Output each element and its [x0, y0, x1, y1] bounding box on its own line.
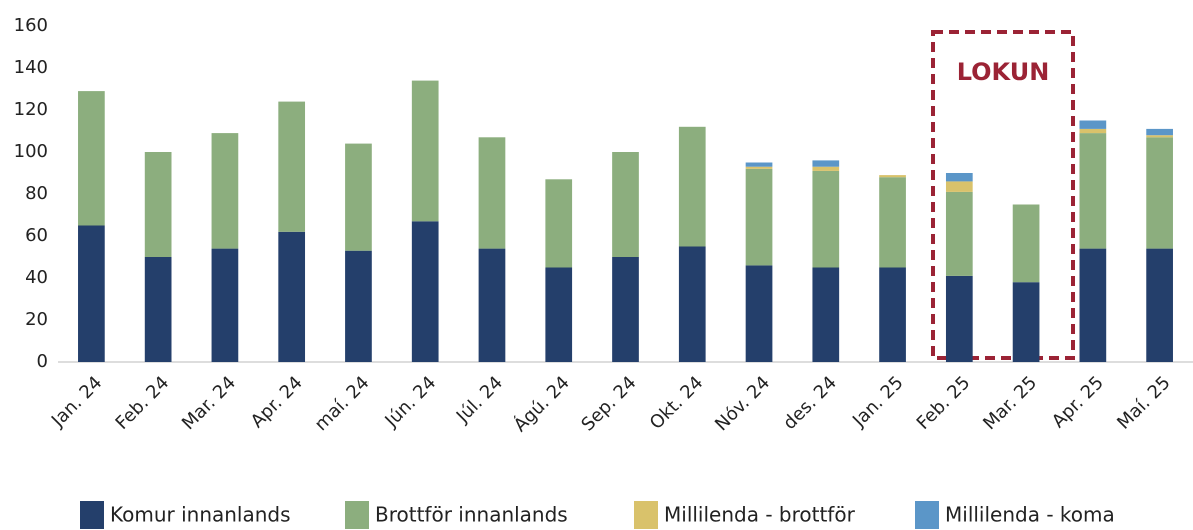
- bar: [144, 257, 172, 362]
- x-tick-label: Jan. 25: [848, 372, 907, 431]
- bar: [144, 152, 172, 257]
- x-tick-label: Okt. 24: [646, 372, 708, 434]
- bar: [411, 221, 439, 362]
- x-tick-label: maí. 24: [311, 372, 374, 435]
- annotation-box: [931, 30, 1075, 360]
- bar: [1146, 248, 1173, 362]
- bar: [678, 246, 706, 362]
- bar: [1079, 248, 1107, 362]
- bar: [812, 160, 840, 167]
- bar: [1146, 128, 1173, 136]
- legend-swatch: [915, 501, 939, 529]
- legend-swatch: [80, 501, 104, 529]
- bar: [745, 166, 773, 169]
- bar: [545, 179, 573, 268]
- bar: [945, 181, 973, 192]
- x-tick-label: Nóv. 24: [711, 372, 774, 435]
- bar: [945, 191, 973, 276]
- bar: [1079, 133, 1107, 249]
- x-tick-label: des. 24: [779, 372, 841, 434]
- bar: [278, 101, 306, 232]
- annotation: LOKUN: [957, 58, 1050, 86]
- x-tick-label: Maí. 25: [1113, 372, 1174, 433]
- y-tick-label: 100: [14, 141, 48, 162]
- x-tick-label: Apr. 24: [247, 372, 307, 432]
- legend-swatch: [634, 501, 658, 529]
- y-tick-label: 120: [14, 99, 48, 120]
- bar: [745, 265, 773, 362]
- bar: [945, 275, 973, 362]
- y-tick-label: 40: [25, 267, 48, 288]
- bar: [1079, 128, 1107, 134]
- bar: [411, 80, 439, 222]
- y-tick-label: 60: [25, 225, 48, 246]
- bar: [1012, 282, 1040, 362]
- y-tick-label: 160: [14, 15, 48, 36]
- legend-swatch: [345, 501, 369, 529]
- bar: [545, 267, 573, 362]
- bar: [945, 173, 973, 182]
- bar: [1012, 204, 1040, 283]
- bar: [812, 170, 840, 268]
- x-tick-label: Jan. 24: [47, 372, 106, 431]
- bar: [211, 248, 239, 362]
- bar: [345, 143, 372, 251]
- x-tick-label: Sep. 24: [577, 372, 640, 435]
- x-tick-label: Mar. 24: [178, 372, 240, 434]
- legend-label: Millilenda - brottför: [664, 503, 856, 527]
- bar: [278, 231, 306, 362]
- bar: [879, 177, 906, 268]
- bar: [1146, 135, 1173, 138]
- x-tick-label: Apr. 25: [1048, 372, 1108, 432]
- bar: [745, 162, 773, 167]
- bar: [612, 152, 639, 257]
- bar: [78, 225, 105, 362]
- x-tick-label: Jún. 24: [381, 372, 441, 432]
- bar: [345, 250, 372, 362]
- y-tick-label: 140: [14, 57, 48, 78]
- bar: [812, 166, 840, 171]
- x-tick-label: Mar. 25: [979, 372, 1041, 434]
- bar: [478, 248, 506, 362]
- legend-label: Komur innanlands: [110, 503, 291, 527]
- y-tick-label: 0: [37, 351, 48, 372]
- bar: [1079, 120, 1107, 129]
- x-tick-label: Júl. 24: [452, 372, 507, 427]
- x-tick-label: Feb. 24: [112, 372, 174, 434]
- x-tick-label: Ágú. 24: [509, 372, 574, 437]
- bar: [612, 257, 639, 362]
- y-tick-label: 80: [25, 183, 48, 204]
- bar: [211, 133, 239, 249]
- x-tick-label: Feb. 25: [913, 372, 975, 434]
- bar: [879, 175, 906, 178]
- bar: [1146, 137, 1173, 249]
- legend-label: Millilenda - koma: [945, 503, 1115, 527]
- bar: [478, 137, 506, 249]
- legend-label: Brottför innanlands: [375, 503, 568, 527]
- bar: [812, 267, 840, 362]
- y-tick-label: 20: [25, 309, 48, 330]
- bar: [78, 91, 105, 226]
- bar: [678, 126, 706, 247]
- bar: [745, 168, 773, 266]
- bar: [879, 267, 906, 362]
